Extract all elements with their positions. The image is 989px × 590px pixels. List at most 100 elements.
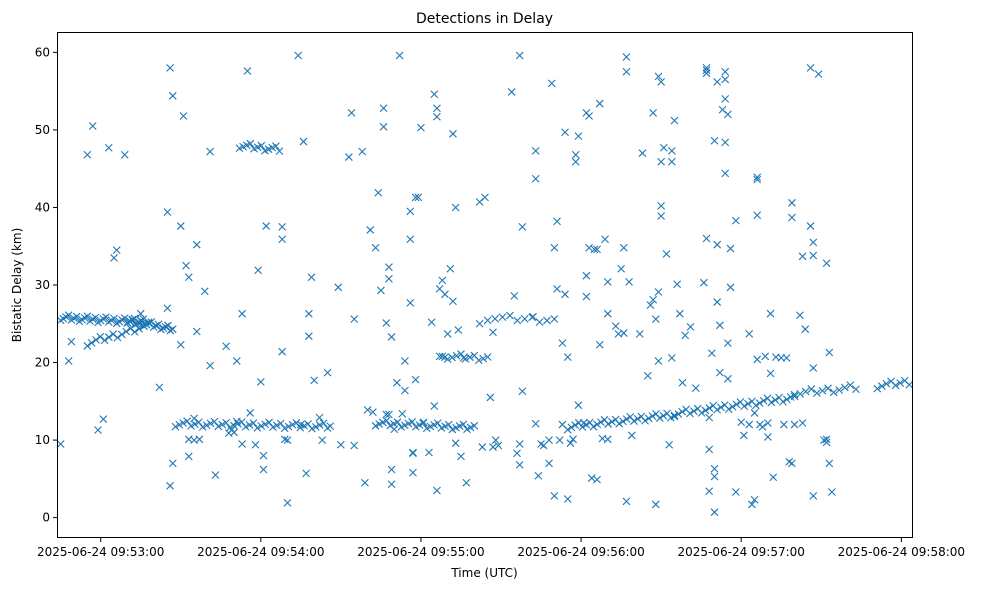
data-point [443, 329, 452, 338]
data-point [518, 222, 527, 231]
data-point [513, 449, 521, 458]
data-point [790, 392, 799, 401]
data-point [619, 329, 628, 337]
data-point [877, 382, 886, 391]
data-point [120, 150, 129, 159]
data-point [655, 414, 664, 422]
data-point [717, 403, 725, 412]
data-point [585, 112, 593, 120]
data-point [825, 348, 834, 357]
data-point [675, 309, 684, 318]
data-point [531, 174, 540, 183]
data-point [648, 412, 657, 421]
data-point [425, 448, 433, 457]
data-point [194, 418, 203, 427]
data-point [807, 385, 816, 393]
data-point [531, 419, 540, 428]
data-point [243, 67, 252, 75]
data-point [566, 439, 575, 448]
data-point [318, 436, 327, 444]
data-point [491, 314, 499, 323]
data-point [574, 401, 583, 410]
data-point [798, 419, 807, 427]
data-point [649, 108, 658, 117]
data-point [713, 298, 722, 306]
data-point [585, 243, 593, 252]
data-point [702, 66, 711, 75]
data-point [441, 290, 449, 299]
data-point [705, 404, 714, 412]
data-point [510, 291, 519, 300]
data-point [414, 193, 423, 202]
data-point [56, 440, 65, 448]
data-point [135, 318, 144, 327]
data-point [105, 333, 113, 342]
data-point [728, 402, 737, 411]
data-point [64, 311, 73, 320]
data-point [550, 315, 559, 323]
data-point [657, 212, 666, 220]
data-point [751, 401, 760, 410]
data-point [147, 318, 156, 326]
data-point [385, 410, 393, 419]
data-point [149, 323, 158, 332]
data-point [210, 417, 219, 426]
y-axis-label: Bistatic Delay (km) [10, 228, 24, 343]
data-point [678, 378, 687, 387]
data-point [166, 481, 174, 490]
data-point [130, 314, 139, 323]
data-point [563, 353, 572, 361]
x-axis-ticks: 2025-06-24 09:53:00 2025-06-24 09:54:00 20… [37, 537, 965, 559]
data-point [176, 340, 185, 349]
data-point [168, 91, 177, 100]
data-point [304, 332, 313, 341]
data-point [710, 508, 719, 517]
data-point [788, 213, 796, 222]
data-point [152, 321, 160, 330]
data-point [619, 243, 628, 252]
data-point [710, 472, 719, 481]
y-tick-label: 0 [42, 511, 50, 525]
data-point [702, 234, 711, 243]
data-point [670, 412, 679, 421]
data-point [83, 150, 92, 159]
data-point [168, 459, 177, 468]
data-point [246, 409, 255, 417]
data-point [896, 379, 905, 387]
data-point [726, 244, 735, 253]
data-point [747, 500, 756, 509]
data-point [454, 326, 463, 334]
data-point [474, 356, 483, 365]
data-point [657, 202, 666, 210]
data-point [269, 423, 277, 432]
data-point [198, 423, 207, 431]
data-point [319, 419, 328, 428]
data-point [646, 301, 655, 310]
data-point [782, 395, 791, 404]
data-point [271, 142, 280, 151]
data-point [571, 421, 579, 429]
data-point [494, 441, 503, 450]
data-point [771, 396, 780, 404]
data-point [595, 340, 604, 349]
data-point [385, 263, 393, 272]
data-point [72, 312, 81, 321]
data-point [723, 339, 732, 348]
data-point [387, 480, 396, 489]
data-point [457, 452, 465, 461]
data-point [667, 146, 676, 155]
data-point [443, 355, 452, 364]
data-point [259, 451, 268, 460]
data-point [430, 402, 439, 410]
data-point [608, 417, 616, 426]
data-point [363, 405, 372, 414]
data-point [276, 419, 285, 428]
data-point [630, 417, 638, 425]
data-point [633, 414, 642, 423]
data-point [92, 335, 100, 344]
data-point [475, 319, 484, 328]
y-tick-label: 10 [35, 433, 50, 447]
x-tick-label: 2025-06-24 09:57:00 [677, 545, 804, 559]
data-point [715, 368, 724, 377]
data-point [310, 376, 319, 385]
